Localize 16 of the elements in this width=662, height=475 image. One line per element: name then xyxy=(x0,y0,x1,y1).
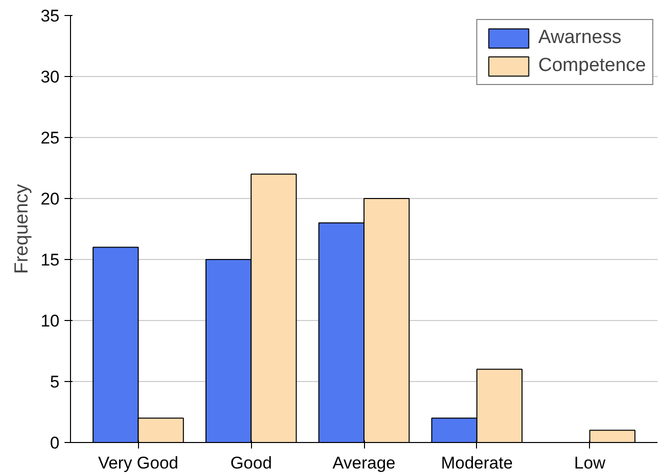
legend-label: Awarness xyxy=(538,27,622,49)
legend-label: Competence xyxy=(538,55,646,77)
y-tick-label: 0 xyxy=(50,434,60,452)
y-tick-label: 5 xyxy=(50,372,60,392)
y-tick-label: 10 xyxy=(40,312,60,330)
x-tick-label: Low xyxy=(574,454,606,472)
y-tick-label: 15 xyxy=(40,250,60,270)
x-tick-label: Good xyxy=(230,454,272,472)
x-tick-label: Average xyxy=(332,454,396,472)
y-tick-label: 20 xyxy=(40,190,60,208)
x-tick-label: Very Good xyxy=(98,454,178,472)
y-axis-title: Frequency xyxy=(12,184,33,274)
x-tick-label: Moderate xyxy=(440,454,513,472)
y-tick-label: 30 xyxy=(40,68,60,86)
y-tick-label: 35 xyxy=(40,6,60,26)
y-tick-label: 25 xyxy=(40,128,60,148)
